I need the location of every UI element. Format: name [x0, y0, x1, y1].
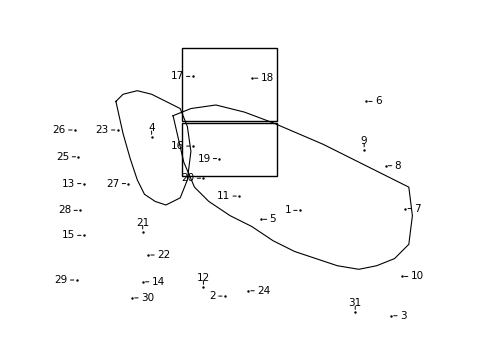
Text: 14: 14: [151, 277, 164, 287]
Bar: [182, 123, 276, 176]
Text: 25: 25: [56, 152, 69, 162]
Text: 31: 31: [348, 298, 361, 308]
Text: 8: 8: [394, 161, 400, 171]
Text: 2: 2: [209, 291, 216, 301]
Text: 20: 20: [181, 173, 194, 183]
Text: 15: 15: [61, 230, 75, 240]
Text: 24: 24: [257, 286, 270, 296]
Text: 9: 9: [360, 136, 366, 146]
Text: 6: 6: [374, 96, 381, 107]
Text: 10: 10: [410, 271, 423, 282]
Text: 4: 4: [148, 123, 155, 133]
Text: 5: 5: [269, 214, 276, 224]
Bar: [182, 48, 276, 121]
Text: 16: 16: [170, 141, 183, 151]
Text: 18: 18: [260, 73, 273, 83]
Text: 17: 17: [170, 71, 183, 81]
Text: 1: 1: [284, 205, 290, 215]
Text: 13: 13: [61, 179, 75, 189]
Text: 26: 26: [53, 125, 66, 135]
Text: 12: 12: [196, 273, 210, 283]
Text: 11: 11: [217, 191, 230, 201]
Text: 21: 21: [136, 218, 149, 228]
Text: 28: 28: [58, 205, 71, 215]
Text: 27: 27: [106, 179, 119, 189]
Text: 29: 29: [54, 275, 67, 285]
Text: 7: 7: [413, 203, 420, 213]
Text: 30: 30: [141, 293, 154, 303]
Text: 22: 22: [157, 250, 170, 260]
Text: 19: 19: [197, 154, 210, 163]
Text: 3: 3: [399, 311, 406, 321]
Text: 23: 23: [95, 125, 108, 135]
